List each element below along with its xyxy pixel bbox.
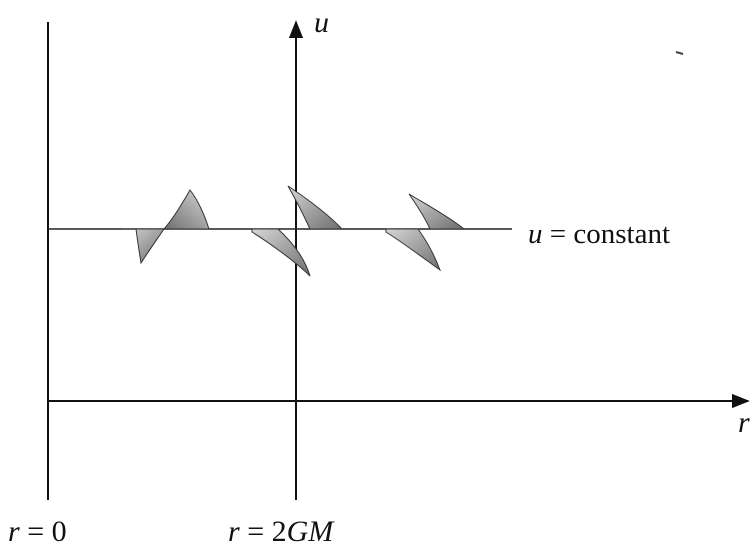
wave-packet-horizon: [251, 185, 344, 277]
speck-mark: [675, 51, 684, 55]
r-axis-label: r: [738, 406, 750, 439]
u-axis-label: u: [314, 6, 329, 39]
wave-packet-left: [122, 189, 210, 265]
wave-packet-right: [385, 193, 466, 272]
r-2gm-label: r = 2GM: [228, 515, 335, 548]
u-constant-label: u = constant: [528, 218, 670, 250]
r-zero-label: r = 0: [8, 515, 67, 548]
